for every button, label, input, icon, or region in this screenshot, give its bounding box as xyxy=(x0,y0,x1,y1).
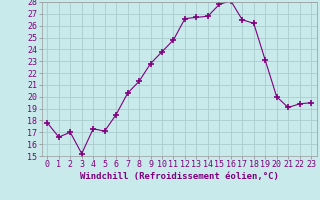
X-axis label: Windchill (Refroidissement éolien,°C): Windchill (Refroidissement éolien,°C) xyxy=(80,172,279,181)
